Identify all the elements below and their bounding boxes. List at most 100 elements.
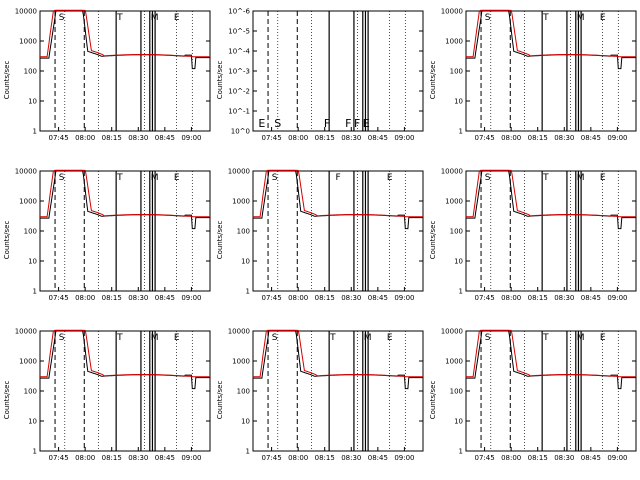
x-tick-label: 08:15 [102, 134, 122, 142]
x-tick-label: 09:00 [394, 294, 414, 302]
event-letter: S [272, 333, 278, 343]
y-tick-label: 10^0 [231, 128, 250, 136]
x-tick-label: 08:30 [341, 134, 361, 142]
event-letter: E [600, 333, 606, 343]
event-letter: E [363, 117, 370, 130]
event-letter: S [485, 333, 491, 343]
x-tick-label: 08:45 [368, 454, 388, 462]
x-tick-label: 08:45 [368, 294, 388, 302]
event-letter: S [274, 117, 281, 130]
axis-frame [465, 170, 637, 292]
y-tick-label: 1000 [232, 358, 250, 366]
x-tick-label: 09:00 [181, 134, 201, 142]
y-tick-label: 10^-4 [228, 48, 250, 56]
event-letter: T [542, 13, 549, 23]
y-tick-label: 10 [454, 258, 463, 266]
detector-panel: Counts/sec 1 10 100 1000 10000 07:45 08:00 08:15… [426, 320, 639, 480]
y-tick-label: 1 [33, 128, 37, 136]
x-tick-label: 08:15 [315, 294, 335, 302]
event-letter: T [542, 173, 549, 183]
event-letter: M [577, 173, 585, 183]
y-tick-label: 100 [237, 388, 250, 396]
x-tick-label: 08:30 [554, 294, 574, 302]
y-tick-label: 1000 [445, 38, 463, 46]
plot-area: 1 10 100 1000 10000 07:45 08:00 08:15 08:30 08:45… [441, 168, 637, 302]
x-tick-label: 08:00 [501, 294, 521, 302]
event-letter: E [387, 333, 393, 343]
y-tick-label: 100 [450, 68, 463, 76]
x-tick-label: 08:15 [315, 134, 335, 142]
y-tick-label: 100 [450, 388, 463, 396]
event-letter: M [151, 13, 159, 23]
axis-frame [39, 330, 211, 452]
y-tick-label: 1 [459, 288, 463, 296]
y-tick-label: 100 [450, 228, 463, 236]
detector-panel: Counts/sec 1 10 100 1000 10000 07:45 08:00 08:15… [426, 160, 639, 320]
y-tick-label: 1 [246, 448, 250, 456]
y-tick-label: 1 [246, 288, 250, 296]
y-tick-label: 1 [459, 128, 463, 136]
series-lld-line [40, 9, 210, 58]
plot-area: 1 10 100 1000 10000 07:45 08:00 08:15 08:30 08:45… [441, 328, 637, 462]
y-tick-label: 10^-5 [228, 28, 250, 36]
event-letter: E [600, 173, 606, 183]
y-tick-label: 10^-6 [228, 8, 250, 16]
event-letter: S [485, 173, 491, 183]
x-tick-label: 07:45 [49, 294, 69, 302]
x-tick-label: 09:00 [394, 454, 414, 462]
event-letter: S [59, 333, 65, 343]
event-letter: S [485, 13, 491, 23]
series-lld-line [253, 329, 423, 378]
x-tick-label: 08:45 [155, 454, 175, 462]
event-letter: S [59, 13, 65, 23]
series-lld-line [40, 329, 210, 378]
event-letter: E [174, 333, 180, 343]
event-letter: E [174, 173, 180, 183]
event-letter: E [174, 13, 180, 23]
x-tick-label: 07:45 [262, 294, 282, 302]
event-letter: F [335, 173, 340, 183]
x-tick-label: 09:00 [607, 134, 627, 142]
series-events-line [40, 9, 210, 70]
x-tick-label: 08:15 [102, 454, 122, 462]
event-letter: E [600, 13, 606, 23]
detector-panel: Counts/sec 1 10 100 1000 10000 07:45 08:00 08:15… [0, 320, 213, 480]
axis-frame [39, 10, 211, 132]
axis-frame [252, 10, 424, 132]
axis-frame [252, 170, 424, 292]
x-tick-label: 08:00 [75, 134, 95, 142]
series-lld-line [466, 9, 636, 58]
series-events-line [466, 9, 636, 70]
axis-frame [465, 10, 637, 132]
x-tick-label: 08:00 [288, 134, 308, 142]
plot-area: 1 10 100 1000 10000 07:45 08:00 08:15 08:30 08:45… [228, 168, 424, 302]
detector-panel: Counts/sec 1 10 100 1000 10000 07:45 08:00 08:15… [213, 320, 426, 480]
x-tick-label: 07:45 [49, 454, 69, 462]
x-tick-label: 08:00 [75, 454, 95, 462]
x-tick-label: 07:45 [475, 454, 495, 462]
series-lld-line [253, 169, 423, 218]
x-tick-label: 08:00 [501, 454, 521, 462]
event-letter: T [329, 333, 336, 343]
event-letter: S [59, 173, 65, 183]
x-tick-label: 08:30 [128, 134, 148, 142]
x-tick-label: 08:00 [288, 294, 308, 302]
x-tick-label: 08:00 [288, 454, 308, 462]
x-tick-label: 07:45 [475, 134, 495, 142]
event-letter: E [387, 173, 393, 183]
y-tick-label: 1000 [445, 198, 463, 206]
x-tick-label: 08:45 [155, 294, 175, 302]
y-tick-label: 100 [237, 228, 250, 236]
detector-panel: Counts/sec 1 10 100 1000 10000 07:45 08:00 08:15… [213, 160, 426, 320]
y-tick-label: 10000 [441, 168, 463, 176]
event-letter: T [116, 333, 123, 343]
axis-frame [252, 330, 424, 452]
plot-area: 1 10 100 1000 10000 07:45 08:00 08:15 08:30 08:45… [441, 8, 637, 142]
y-tick-label: 1000 [19, 358, 37, 366]
x-tick-label: 07:45 [262, 454, 282, 462]
event-letter: F [345, 117, 351, 130]
event-letter: T [116, 13, 123, 23]
event-letter: E [258, 117, 265, 130]
x-tick-label: 08:15 [528, 294, 548, 302]
event-letter: T [542, 333, 549, 343]
